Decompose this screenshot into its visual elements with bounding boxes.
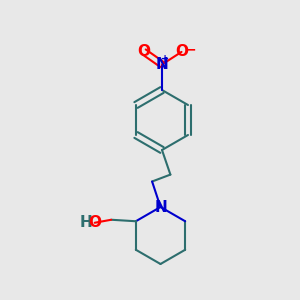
Text: N: N — [154, 200, 167, 214]
Text: N: N — [156, 57, 168, 72]
Text: O: O — [175, 44, 188, 59]
Text: H: H — [79, 215, 92, 230]
Text: O: O — [88, 215, 101, 230]
Text: +: + — [161, 53, 169, 64]
Text: −: − — [184, 43, 196, 56]
Text: O: O — [137, 44, 151, 59]
